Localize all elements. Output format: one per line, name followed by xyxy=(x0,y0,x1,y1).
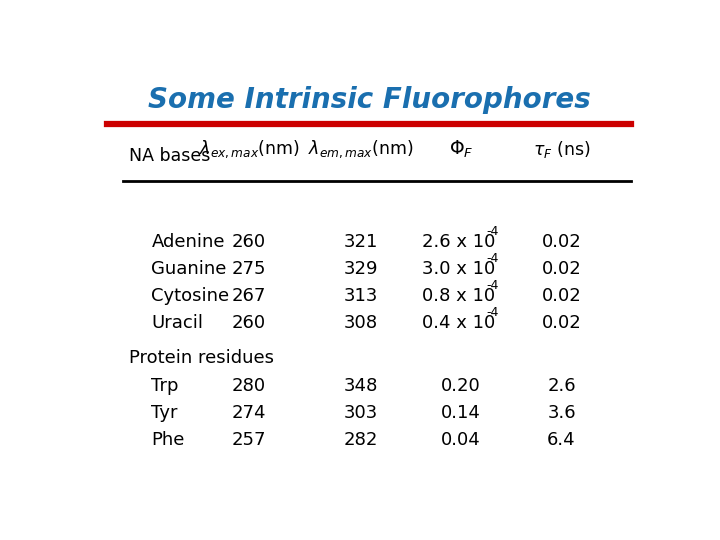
Text: Some Intrinsic Fluorophores: Some Intrinsic Fluorophores xyxy=(148,86,590,114)
Text: 0.02: 0.02 xyxy=(541,260,581,278)
Text: $\lambda_{em,max}$(nm): $\lambda_{em,max}$(nm) xyxy=(308,139,413,160)
Text: 3.0 x 10: 3.0 x 10 xyxy=(422,260,495,278)
Text: Trp: Trp xyxy=(151,377,179,395)
Text: Guanine: Guanine xyxy=(151,260,227,278)
Text: 267: 267 xyxy=(232,287,266,305)
Text: 0.02: 0.02 xyxy=(541,287,581,305)
Text: 0.14: 0.14 xyxy=(441,404,481,422)
Text: 329: 329 xyxy=(343,260,378,278)
Text: 3.6: 3.6 xyxy=(547,404,576,422)
Text: -4: -4 xyxy=(486,225,498,238)
Text: Cytosine: Cytosine xyxy=(151,287,230,305)
Text: -4: -4 xyxy=(486,306,498,319)
Text: 6.4: 6.4 xyxy=(547,431,576,449)
Text: -4: -4 xyxy=(486,279,498,292)
Text: 0.20: 0.20 xyxy=(441,377,481,395)
Text: 282: 282 xyxy=(343,431,378,449)
Text: 260: 260 xyxy=(232,314,266,332)
Text: 280: 280 xyxy=(232,377,266,395)
Text: 275: 275 xyxy=(232,260,266,278)
Text: -4: -4 xyxy=(486,252,498,265)
Text: 303: 303 xyxy=(343,404,378,422)
Text: 2.6: 2.6 xyxy=(547,377,576,395)
Text: 348: 348 xyxy=(343,377,378,395)
Text: 313: 313 xyxy=(343,287,378,305)
Text: Phe: Phe xyxy=(151,431,185,449)
Text: Tyr: Tyr xyxy=(151,404,178,422)
Text: 2.6 x 10: 2.6 x 10 xyxy=(422,233,495,251)
Text: $\mathit{\Phi}_F$: $\mathit{\Phi}_F$ xyxy=(449,139,473,160)
Text: NA bases: NA bases xyxy=(129,146,210,165)
Text: Uracil: Uracil xyxy=(151,314,203,332)
Text: 0.8 x 10: 0.8 x 10 xyxy=(422,287,495,305)
Text: 308: 308 xyxy=(343,314,378,332)
Text: $\lambda_{ex,max}$(nm): $\lambda_{ex,max}$(nm) xyxy=(199,139,300,160)
Text: 260: 260 xyxy=(232,233,266,251)
Text: Adenine: Adenine xyxy=(151,233,225,251)
Text: 0.04: 0.04 xyxy=(441,431,481,449)
Text: 0.02: 0.02 xyxy=(541,314,581,332)
Text: 257: 257 xyxy=(232,431,266,449)
Text: $\tau_F$ (ns): $\tau_F$ (ns) xyxy=(533,139,590,160)
Text: Protein residues: Protein residues xyxy=(129,349,274,367)
Text: 0.4 x 10: 0.4 x 10 xyxy=(422,314,495,332)
Text: 0.02: 0.02 xyxy=(541,233,581,251)
Text: 274: 274 xyxy=(232,404,266,422)
Text: 321: 321 xyxy=(343,233,378,251)
